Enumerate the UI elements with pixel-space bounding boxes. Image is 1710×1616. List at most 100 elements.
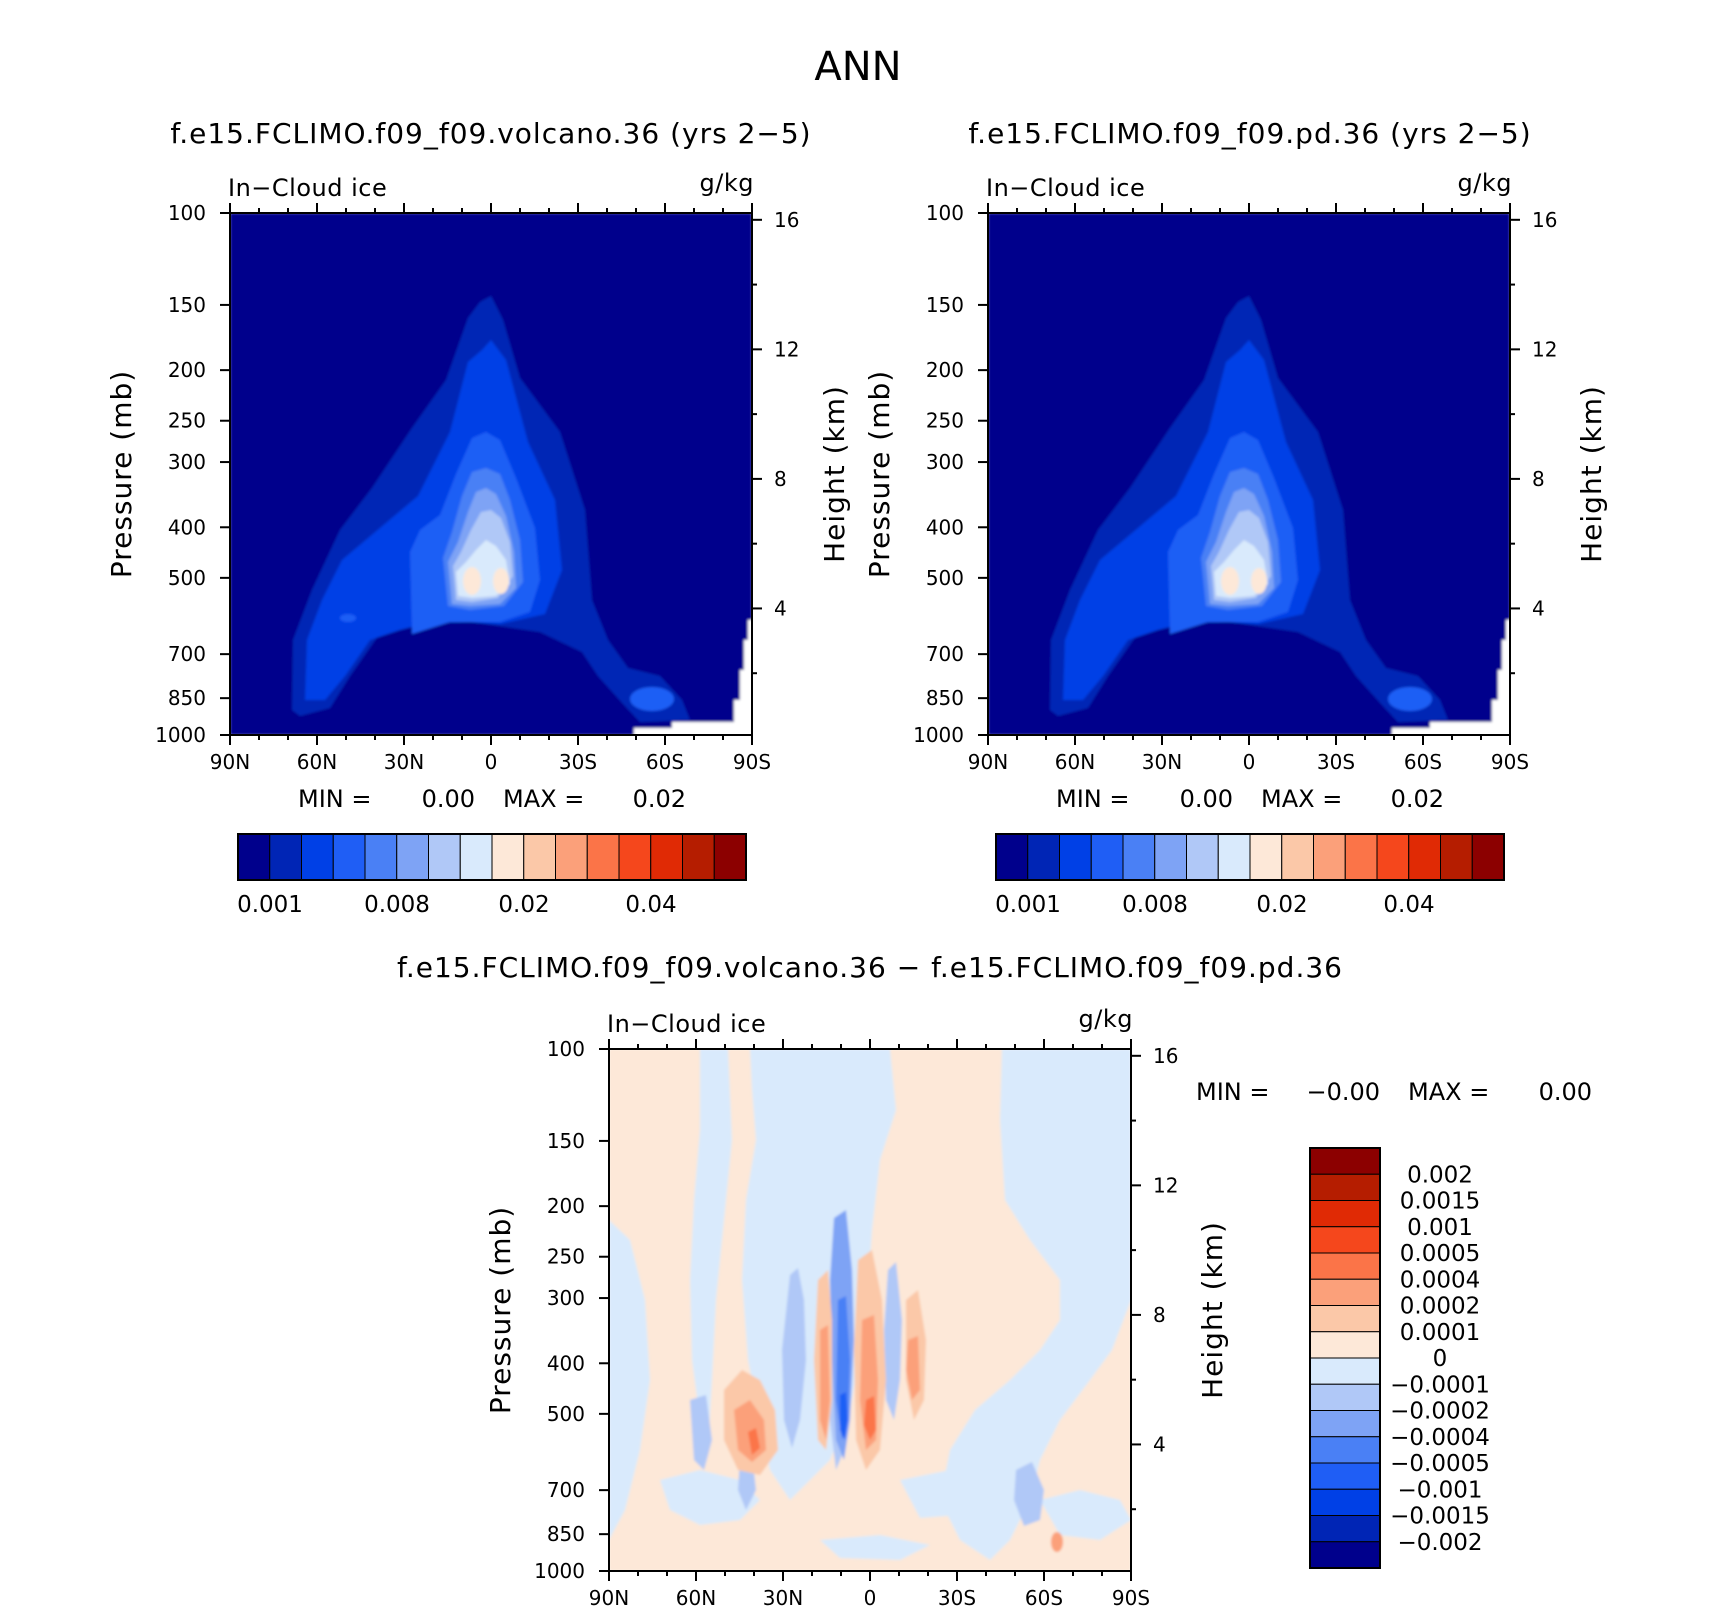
colorbar-label: 0.008 (364, 892, 430, 918)
colorbar-label: −0.0002 (1390, 1399, 1490, 1425)
variable-label: In−Cloud ice (607, 1010, 766, 1038)
colorbar-swatch (1309, 1226, 1381, 1254)
colorbar-swatch (1309, 1173, 1381, 1201)
contour-negative-small (1040, 1490, 1131, 1540)
panel-pd: f.e15.FCLIMO.f09_f09.pd.36 (yrs 2−5) In−… (863, 117, 1608, 918)
x-tick-label: 30S (559, 750, 597, 774)
colorbar-swatch (1249, 833, 1283, 881)
variable-label: In−Cloud ice (228, 174, 387, 202)
colorbar-swatch (586, 833, 620, 881)
x-tick-label: 90N (210, 750, 250, 774)
colorbar-swatch (269, 833, 302, 881)
colorbar-swatch (1309, 1278, 1381, 1306)
colorbar-swatch (1309, 1541, 1381, 1569)
panel-difference: f.e15.FCLIMO.f09_f09.volcano.36 − f.e15.… (397, 951, 1592, 1610)
y-tick-label: 1000 (155, 723, 206, 747)
y-right-tick-labels: 16 12 8 4 (1532, 208, 1557, 621)
min-value: 0.00 (422, 785, 475, 813)
x-tick-label: 30S (938, 1586, 976, 1610)
y-tick-label: 850 (547, 1522, 585, 1546)
colorbar-label: 0.001 (237, 892, 303, 918)
colorbar-frame (1309, 1147, 1381, 1569)
colorbar-swatch (1471, 833, 1505, 881)
contour-level-3 (630, 687, 674, 711)
y-tick-label: 200 (926, 358, 964, 382)
contour-negative-small (660, 1470, 760, 1525)
panel-title: f.e15.FCLIMO.f09_f09.volcano.36 (yrs 2−5… (170, 117, 811, 150)
tick-marks (220, 203, 762, 745)
y-right-tick-label: 4 (774, 596, 787, 620)
y-tick-label: 850 (168, 686, 206, 710)
y-right-tick-label: 8 (774, 467, 787, 491)
y-tick-label: 400 (547, 1351, 585, 1375)
max-value: 0.02 (633, 785, 686, 813)
colorbar-label: 0.04 (625, 892, 676, 918)
x-tick-label: 30N (763, 1586, 803, 1610)
colorbar-swatch (459, 833, 493, 881)
y-tick-label: 500 (547, 1402, 585, 1426)
y-right-tick-labels: 16 12 8 4 (1153, 1044, 1178, 1457)
colorbar-swatch (1408, 833, 1441, 881)
colorbar-swatch (1376, 833, 1410, 881)
colorbar-label: 0.002 (1407, 1162, 1473, 1188)
colorbar-label: 0.008 (1122, 892, 1188, 918)
x-tick-label: 90S (1491, 750, 1529, 774)
x-tick-label: 0 (864, 1586, 877, 1610)
y-tick-label: 850 (926, 686, 964, 710)
tick-marks (599, 1039, 1141, 1581)
colorbar-swatch (523, 833, 556, 881)
x-tick-label: 90N (968, 750, 1008, 774)
colorbar-label: −0.001 (1397, 1477, 1482, 1503)
colorbar-swatch (1186, 833, 1219, 881)
x-tick-label: 30S (1317, 750, 1355, 774)
colorbar-label: −0.0001 (1390, 1372, 1490, 1398)
y-tick-label: 1000 (913, 723, 964, 747)
y-right-axis-label: Height (km) (818, 385, 851, 563)
y-axis-label: Pressure (mb) (863, 370, 896, 578)
panel-volcano: f.e15.FCLIMO.f09_f09.volcano.36 (yrs 2−5… (105, 117, 851, 918)
colorbar-label: 0.001 (1407, 1215, 1473, 1241)
x-tick-label: 90N (589, 1586, 629, 1610)
plot-axes: 90N 60N 30N 0 30S 60S 90S 100 150 200 250 300 400 50… (913, 201, 1557, 774)
colorbar-swatch (1309, 1252, 1381, 1280)
colorbar-swatch (1309, 1357, 1381, 1385)
y-tick-label: 400 (168, 515, 206, 539)
x-tick-labels: 90N 60N 30N 0 30S 60S 90S (968, 750, 1529, 774)
max-value: 0.00 (1539, 1078, 1592, 1106)
colorbar-swatch (995, 833, 1029, 881)
y-right-tick-labels: 16 12 8 4 (774, 208, 799, 621)
colorbar-label: 0.04 (1383, 892, 1434, 918)
y-right-tick-label: 16 (1532, 208, 1557, 232)
colorbar-swatch (364, 833, 398, 881)
x-tick-label: 60N (297, 750, 337, 774)
colorbar-swatch (1344, 833, 1378, 881)
max-value: 0.02 (1391, 785, 1444, 813)
max-label: MAX = (1408, 1078, 1489, 1106)
y-right-tick-label: 8 (1153, 1303, 1166, 1327)
colorbar-swatch (713, 833, 747, 881)
contour-negative-small (742, 1049, 896, 1500)
contour-negative-medium (1014, 1462, 1044, 1526)
y-tick-label: 100 (926, 201, 964, 225)
x-tick-labels: 90N 60N 30N 0 30S 60S 90S (589, 1586, 1150, 1610)
colorbar-swatch (491, 833, 525, 881)
max-label: MAX = (1261, 785, 1342, 813)
y-tick-label: 250 (168, 409, 206, 433)
x-tick-label: 60S (1025, 1586, 1063, 1610)
colorbar-labels: 0.0020.00150.0010.00050.00040.00020.0001… (1390, 1162, 1490, 1556)
colorbar-swatch (1309, 1331, 1381, 1359)
y-tick-label: 500 (926, 566, 964, 590)
contour-negative-strongest (840, 1392, 848, 1440)
contour-positive-medium (1051, 1532, 1063, 1552)
contour-fill (609, 1049, 1131, 1571)
min-label: MIN = (1056, 785, 1129, 813)
contour-level-8 (1221, 567, 1239, 595)
contour-negative-medium (782, 1268, 806, 1448)
y-axis-label: Pressure (mb) (105, 370, 138, 578)
colorbar-swatch (301, 833, 334, 881)
y-tick-label: 300 (168, 450, 206, 474)
colorbar-swatch (1309, 1383, 1381, 1411)
colorbar-label: 0.0005 (1400, 1241, 1480, 1267)
y-tick-labels: 100 150 200 250 300 400 500 700 850 1000 (534, 1037, 585, 1583)
colorbar-swatch (1122, 833, 1156, 881)
